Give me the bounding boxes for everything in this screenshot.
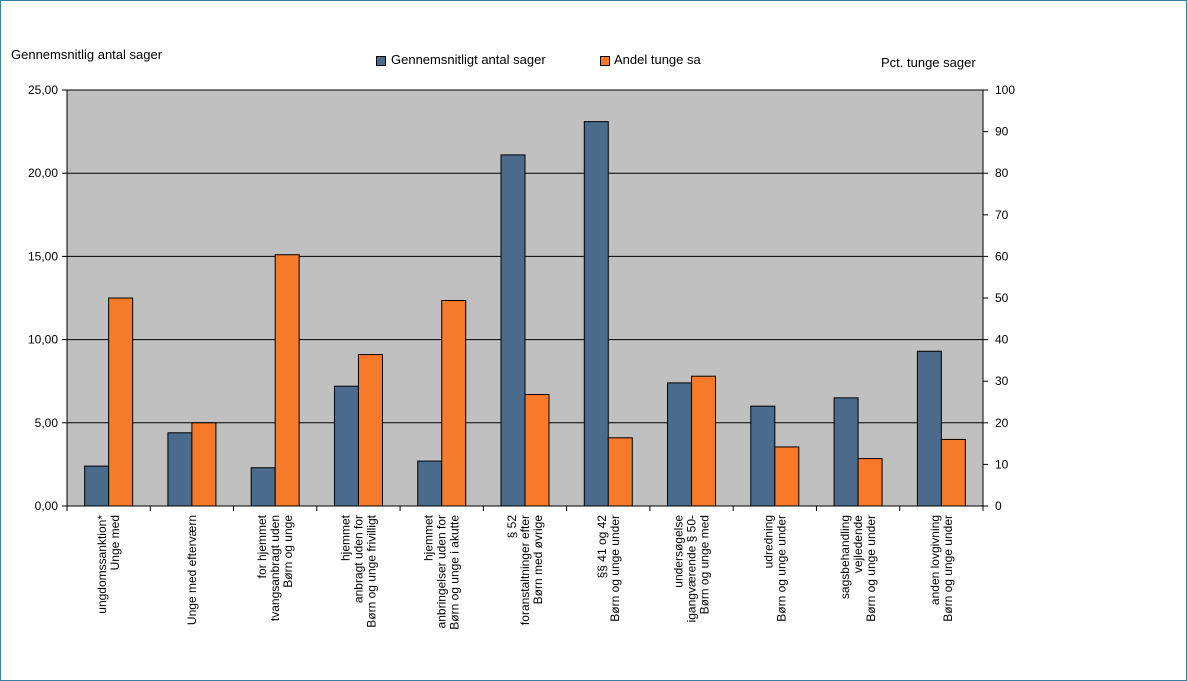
y-left-tick-label: 10,00 (28, 333, 58, 347)
bar-andel-tunge-sager (691, 375, 717, 507)
x-tick-label-line: Unge med (108, 515, 122, 570)
y-left-tick-label: 5,00 (35, 416, 59, 430)
bar-andel-tunge-sager (857, 458, 883, 507)
legend-swatch-series-1 (376, 56, 386, 66)
x-tick-label-line: hjemmet (422, 514, 436, 561)
y-right-axis-label: Pct. tunge sager (881, 55, 976, 70)
y-right-tick-label: 20 (995, 416, 1009, 430)
x-tick-label-line: tvangsanbragt uden (268, 515, 282, 621)
x-tick-label-line: vejledende (851, 515, 865, 573)
bar-andel-tunge-sager (940, 438, 966, 507)
bar-gennemsnitligt-antal-sager (916, 350, 942, 507)
x-tick-label-line: anbragt uden for (351, 515, 365, 603)
y-right-tick-label: 90 (995, 125, 1009, 139)
x-tick-label-line: Børn og unge under (774, 515, 788, 622)
x-tick-label-line: anden lovgivning (928, 515, 942, 605)
x-tick-label-line: sagsbehandling (838, 515, 852, 599)
y-left-tick-label: 25,00 (28, 83, 58, 97)
bar-gennemsnitligt-antal-sager (333, 385, 359, 507)
x-tick-label-line: Børn og unge under (608, 515, 622, 622)
bar-andel-tunge-sager (357, 354, 383, 507)
bar-andel-tunge-sager (108, 297, 134, 507)
bar-gennemsnitligt-antal-sager (250, 467, 276, 507)
bar-andel-tunge-sager (524, 394, 550, 507)
bar-gennemsnitligt-antal-sager (167, 432, 193, 507)
y-right-tick-label: 60 (995, 249, 1009, 263)
bar-andel-tunge-sager (607, 437, 633, 507)
x-tick-label: Børn og unge undervejledendesagsbehandli… (838, 515, 878, 622)
bar-gennemsnitligt-antal-sager (84, 465, 110, 507)
x-tick-label-line: igangværende § 50- (685, 515, 699, 622)
legend-label-series-2: Andel tunge sa (614, 52, 701, 67)
x-tick-label-line: Børn og unge under (864, 515, 878, 622)
y-right-tick-label: 50 (995, 291, 1009, 305)
x-tick-label-line: anbringelser uden for (435, 515, 449, 628)
bar-gennemsnitligt-antal-sager (833, 397, 859, 507)
y-right-tick-label: 80 (995, 166, 1009, 180)
x-tick-label-line: for hjemmet (255, 514, 269, 578)
y-left-tick-label: 15,00 (28, 249, 58, 263)
x-tick-label-line: Børn og unge i akutte (448, 515, 462, 630)
x-tick-label-line: udredning (761, 515, 775, 568)
bar-andel-tunge-sager (441, 299, 467, 507)
legend-swatch-series-2 (600, 56, 610, 66)
bar-gennemsnitligt-antal-sager (667, 382, 693, 507)
y-left-tick-label: 0,00 (35, 499, 59, 513)
x-tick-label-line: Børn og unge med (698, 515, 712, 614)
x-tick-label-line: Børn med øvrige (531, 515, 545, 605)
x-tick-label: Børn og unge under§§ 41 og 42 (595, 515, 622, 622)
x-tick-label-line: ungdomssanktion* (95, 515, 109, 614)
x-tick-label-line: Børn og unge (281, 515, 295, 588)
bar-gennemsnitligt-antal-sager (583, 121, 609, 507)
y-left-tick-label: 20,00 (28, 166, 58, 180)
y-right-tick-label: 40 (995, 333, 1009, 347)
x-tick-label-line: § 52 (505, 515, 519, 539)
legend-label-series-1: Gennemsnitligt antal sager (391, 52, 546, 67)
plot-border (66, 89, 984, 507)
y-right-tick-label: 0 (995, 499, 1002, 513)
x-tick-label-line: Unge med efterværn (185, 515, 199, 625)
bar-andel-tunge-sager (191, 422, 217, 507)
x-tick-label-line: hjemmet (338, 514, 352, 561)
y-right-tick-label: 100 (995, 83, 1015, 97)
x-tick-label-line: §§ 41 og 42 (595, 515, 609, 579)
bar-gennemsnitligt-antal-sager (417, 460, 443, 507)
x-tick-label-line: Børn og unge under (941, 515, 955, 622)
x-tick-label-line: undersøgelse (672, 515, 686, 588)
y-right-tick-label: 30 (995, 374, 1009, 388)
x-tick-label-line: foranstaltninger efter (518, 515, 532, 625)
x-tick-label: Unge med efterværn (185, 515, 199, 625)
y-right-tick-label: 70 (995, 208, 1009, 222)
bar-gennemsnitligt-antal-sager (750, 405, 776, 507)
bar-gennemsnitligt-antal-sager (500, 154, 526, 507)
bar-andel-tunge-sager (774, 446, 800, 507)
y-left-axis-label: Gennemsnitlig antal sager (11, 47, 163, 62)
y-right-tick-label: 10 (995, 457, 1009, 471)
bar-andel-tunge-sager (274, 254, 300, 507)
x-tick-label-line: Børn og unge frivilligt (364, 514, 378, 627)
